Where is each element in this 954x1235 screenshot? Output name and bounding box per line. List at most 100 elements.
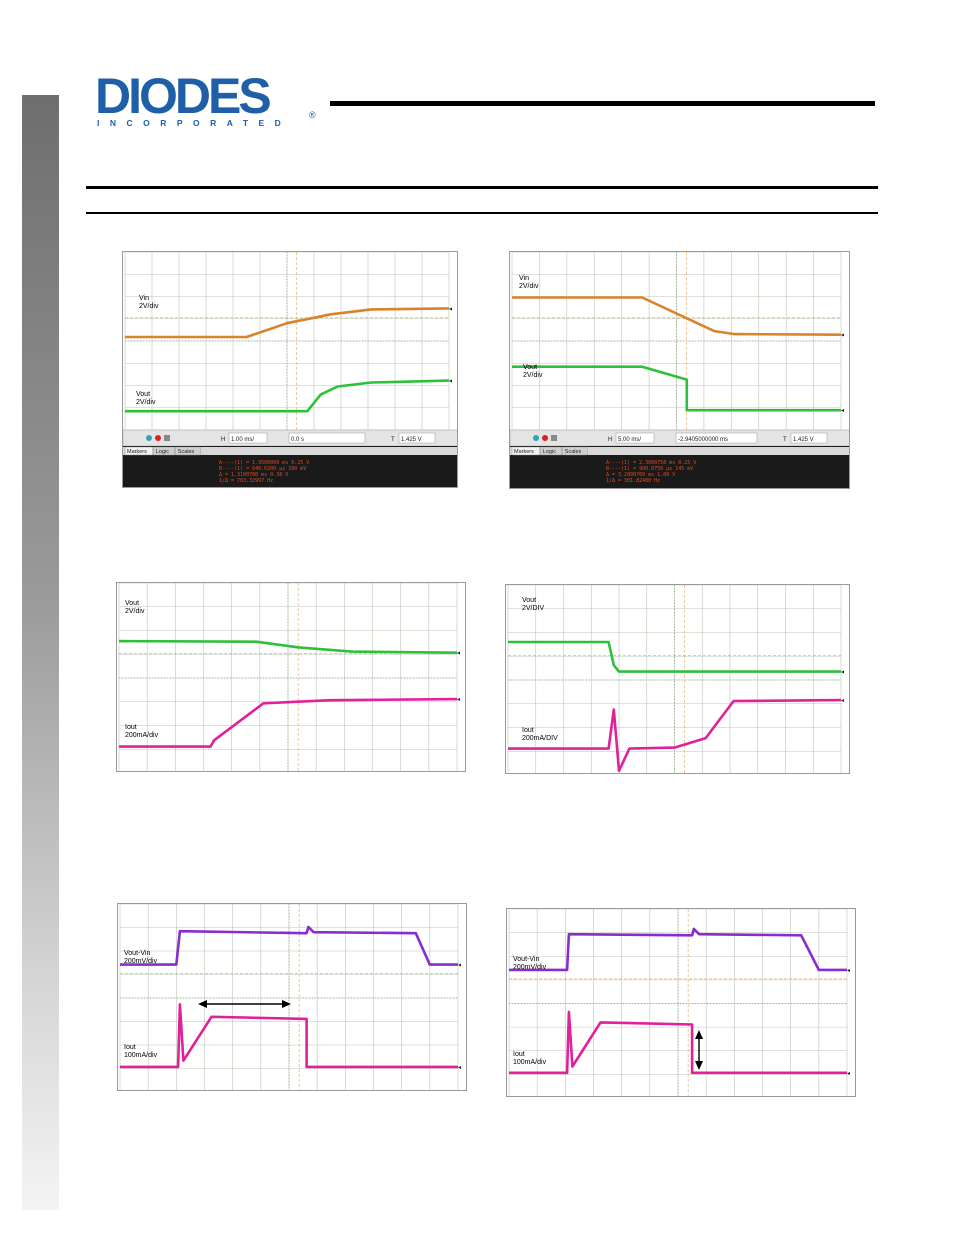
series-label-0-scale: 2V/div: [519, 283, 539, 290]
scope-toolbar: H 1.00 ms/0.0 s T 1.425 V: [123, 429, 457, 447]
channel-marker-icon: ◂: [449, 379, 452, 385]
channel-marker-icon: ◂: [458, 1065, 461, 1071]
horizontal-label: H: [608, 437, 612, 443]
series-trace-1: [509, 1010, 847, 1075]
tab-markers: Markers: [514, 449, 534, 455]
marker-readout: A----(1) = 2.3000758 ms 0.25 VB----(1) =…: [606, 460, 696, 484]
section-rule-top: [86, 186, 878, 189]
scope-bot-left: Vout-Vin 200mV/div ◂ Iout 100mA/div ◂: [117, 903, 467, 1091]
series-label-1-scale: 100mA/div: [124, 1052, 158, 1059]
series-label-1-name: Iout: [522, 727, 534, 734]
marker-row: B----(1) = 900.0750 µs 145 mV: [606, 466, 693, 472]
section-rule-bottom: [86, 212, 878, 214]
series-label-0-scale: 2V/DIV: [522, 605, 545, 612]
marker-row: Δ = 1.3100700 ms 0.38 V: [219, 472, 288, 478]
series-label-1-scale: 200mA/div: [125, 732, 159, 739]
grid: [118, 583, 458, 771]
channel-marker-icon: ◂: [457, 697, 460, 703]
tab-markers: Markers: [127, 449, 147, 455]
series-trace-1: [119, 697, 458, 748]
series-label-1-scale: 200mA/DIV: [522, 735, 558, 742]
tab-scales: Scales: [178, 449, 195, 455]
series-label-1-name: Vout: [136, 391, 150, 398]
marker-row: B----(1) = 640.6200 µs 100 mV: [219, 466, 306, 472]
series-label-1-name: Iout: [124, 1044, 136, 1051]
series-trace-0: [120, 925, 458, 966]
channel-marker-icon: ◂: [847, 968, 850, 974]
trigger-label: T: [783, 437, 787, 443]
series-label-1-name: Iout: [125, 724, 137, 731]
channel-marker-icon: ◂: [449, 306, 452, 312]
tab-logic: Logic: [543, 449, 556, 455]
delay-value: 0.0 s: [291, 437, 304, 443]
series-label-0-scale: 2V/div: [139, 303, 159, 310]
series-trace-1: [508, 698, 842, 773]
series-trace-0: [509, 927, 847, 972]
logo-subtitle: INCORPORATED: [97, 118, 292, 128]
channel-marker-icon: ◂: [458, 963, 461, 969]
single-icon: [164, 435, 170, 441]
scope-top-left: Vin 2V/div ◂ Vout 2V/div ◂ H 1.00 ms/0.0 s T 1.42…: [122, 251, 458, 488]
channel-marker-icon: ◂: [841, 408, 844, 414]
series-trace-1: [125, 379, 450, 413]
scope-mid-left: Vout 2V/div ◂ Iout 200mA/div ◂: [116, 582, 466, 772]
series-label-0-scale: 2V/div: [125, 608, 145, 615]
run-icon: [533, 435, 539, 441]
stop-icon: [542, 435, 548, 441]
series-trace-1: [512, 365, 841, 412]
side-bar: [22, 95, 59, 1210]
marker-row: 1/Δ = 301.82480 Hz: [606, 478, 660, 484]
series-label-1-scale: 2V/div: [136, 399, 156, 406]
run-icon: [146, 435, 152, 441]
series-label-1-name: Iout: [513, 1051, 525, 1058]
diodes-logo: DIODES INCORPORATED ®: [95, 70, 325, 130]
scope-mid-right: Vout 2V/DIV ◂ Iout 200mA/DIV ◂: [505, 584, 850, 774]
scope-tabs: Markers Logic Scales: [123, 446, 457, 487]
series-label-0-scale: 200mV/div: [124, 958, 158, 965]
marker-row: A----(1) = 1.9500000 ms 0.25 V: [219, 460, 309, 466]
double-arrow-vertical-icon: [695, 1030, 703, 1070]
series-trace-1: [120, 1003, 458, 1069]
series-label-0-name: Vout-Vin: [513, 956, 539, 963]
series-trace-0: [118, 639, 458, 654]
channel-marker-icon: ◂: [841, 698, 844, 704]
registered-mark: ®: [309, 110, 316, 120]
channel-marker-icon: ◂: [841, 670, 844, 676]
series-label-1-scale: 100mA/div: [513, 1059, 547, 1066]
horizontal-label: H: [221, 437, 225, 443]
marker-row: 1/Δ = 763.32997 Hz: [219, 478, 273, 484]
timebase-value: 1.00 ms/: [231, 437, 254, 443]
series-label-1-name: Vout: [523, 364, 537, 371]
channel-marker-icon: ◂: [457, 651, 460, 657]
scope-top-right: Vin 2V/div ◂ Vout 2V/div ◂ H 5.00 ms/-2.9405000…: [509, 251, 850, 489]
series-label-0-name: Vin: [139, 295, 149, 302]
timebase-value: 5.00 ms/: [618, 437, 641, 443]
marker-readout: A----(1) = 1.9500000 ms 0.25 VB----(1) =…: [219, 460, 309, 484]
series-label-0-name: Vout-Vin: [124, 950, 150, 957]
channel-marker-icon: ◂: [841, 333, 844, 339]
series-trace-0: [125, 307, 450, 339]
trigger-label: T: [391, 437, 395, 443]
scope-tabs: Markers Logic Scales: [510, 446, 849, 488]
series-label-0-name: Vout: [125, 600, 139, 607]
scope-toolbar: H 5.00 ms/ -2.9405000000 ms T 1.425 V: [510, 429, 849, 447]
delay-value: -2.9405000000 ms: [678, 437, 728, 443]
marker-row: A----(1) = 2.3000758 ms 0.25 V: [606, 460, 696, 466]
header-rule: [330, 101, 875, 106]
tab-logic: Logic: [156, 449, 169, 455]
logo-word: DIODES: [95, 68, 272, 124]
trigger-value: 1.425 V: [401, 437, 422, 443]
stop-icon: [155, 435, 161, 441]
single-icon: [551, 435, 557, 441]
series-label-0-scale: 200mV/div: [513, 964, 547, 971]
channel-marker-icon: ◂: [847, 1071, 850, 1077]
series-trace-0: [512, 296, 842, 336]
grid: [507, 585, 842, 773]
series-label-0-name: Vout: [522, 597, 536, 604]
series-label-0-name: Vin: [519, 275, 529, 282]
